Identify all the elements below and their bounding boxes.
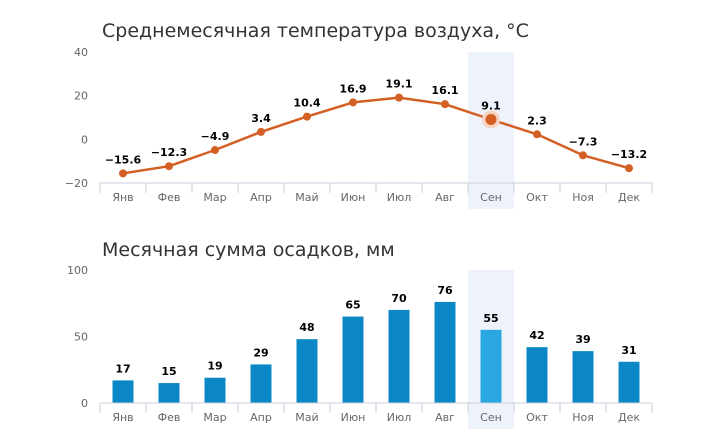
temperature-chart: 40 20 0 −20 Янв Фев Мар Апр Май Июн Июл Авг Сен Окт Но… [65, 46, 653, 209]
data-point [625, 164, 633, 173]
data-point [485, 113, 497, 125]
data-label: 17 [115, 362, 130, 375]
data-point [349, 98, 357, 107]
data-label: 42 [529, 329, 544, 342]
x-tick-label: Янв [112, 411, 133, 424]
data-label: −15.6 [105, 153, 142, 166]
data-point [211, 146, 219, 155]
data-point [441, 100, 449, 109]
data-label: 16.1 [431, 84, 458, 97]
x-tick-label: Дек [618, 411, 640, 424]
x-tick-label: Авг [435, 411, 455, 424]
data-label: 29 [253, 346, 268, 359]
data-label: 19 [207, 360, 222, 373]
x-tick-label: Апр [250, 411, 272, 424]
x-tick-label: Ноя [572, 191, 594, 204]
bar [342, 316, 364, 403]
x-tick-label: Фев [158, 411, 181, 424]
y-tick-label: 20 [74, 90, 88, 103]
y-tick-label: 50 [74, 331, 88, 344]
x-tick-label: Май [295, 191, 318, 204]
data-label: 19.1 [385, 78, 412, 91]
y-tick-label: 0 [81, 397, 88, 410]
bar [480, 329, 502, 403]
y-tick-label: 0 [81, 133, 88, 146]
x-tick-label: Июн [341, 191, 366, 204]
x-tick-label: Июл [387, 191, 412, 204]
x-tick-label: Май [295, 411, 318, 424]
data-label: 2.3 [527, 114, 547, 127]
x-tick-label: Окт [526, 411, 548, 424]
x-tick-label: Фев [158, 191, 181, 204]
data-label: 16.9 [339, 82, 366, 95]
data-label: 31 [621, 344, 636, 357]
data-point [303, 112, 311, 121]
precipitation-chart: 100 50 0 17 15 19 29 48 65 70 76 55 42 39 31 Янв Фев Мар А… [67, 264, 653, 429]
bar [526, 347, 548, 403]
data-label: 70 [391, 292, 407, 305]
bar [618, 361, 640, 403]
data-label: −7.3 [569, 135, 598, 148]
bar [434, 301, 456, 403]
x-tick-label: Окт [526, 191, 548, 204]
data-label: 48 [299, 321, 314, 334]
data-label: 55 [483, 312, 498, 325]
x-tick-label: Ноя [572, 411, 594, 424]
data-point [257, 127, 265, 136]
x-tick-label: Мар [203, 191, 226, 204]
y-tick-label: −20 [65, 177, 88, 190]
data-label: −12.3 [151, 146, 187, 159]
data-point [165, 162, 173, 171]
bar [250, 364, 272, 403]
bar [296, 339, 318, 403]
bar [112, 380, 134, 403]
data-label: 39 [575, 333, 590, 346]
x-tick-label: Сен [480, 411, 502, 424]
y-tick-label: 100 [67, 264, 88, 277]
x-tick-label: Авг [435, 191, 455, 204]
temperature-series-line [122, 96, 630, 175]
data-point [533, 130, 541, 139]
x-tick-label: Янв [112, 191, 133, 204]
x-tick-label: Апр [250, 191, 272, 204]
x-tick-label: Сен [480, 191, 502, 204]
x-tick-label: Мар [203, 411, 226, 424]
x-tick-label: Июн [341, 411, 366, 424]
bar [572, 351, 594, 403]
data-label: 10.4 [293, 97, 320, 110]
x-tick-label: Дек [618, 191, 640, 204]
data-label: −4.9 [201, 130, 230, 143]
temperature-chart-title: Среднемесячная температура воздуха, °C [102, 20, 529, 42]
data-point [579, 151, 587, 160]
data-label: 3.4 [251, 112, 271, 125]
precipitation-chart-title: Месячная сумма осадков, мм [102, 239, 395, 261]
data-label: 65 [345, 299, 360, 312]
bar [158, 383, 180, 403]
data-label: 15 [161, 365, 176, 378]
data-label: 76 [437, 284, 453, 297]
data-point [395, 93, 403, 102]
bar [388, 309, 410, 403]
x-tick-label: Июл [387, 411, 412, 424]
bar [204, 377, 226, 403]
data-label: −13.2 [611, 148, 647, 161]
data-label: 9.1 [481, 99, 501, 112]
highlight-band [468, 52, 514, 209]
y-tick-label: 40 [74, 46, 88, 59]
data-point [119, 169, 127, 178]
